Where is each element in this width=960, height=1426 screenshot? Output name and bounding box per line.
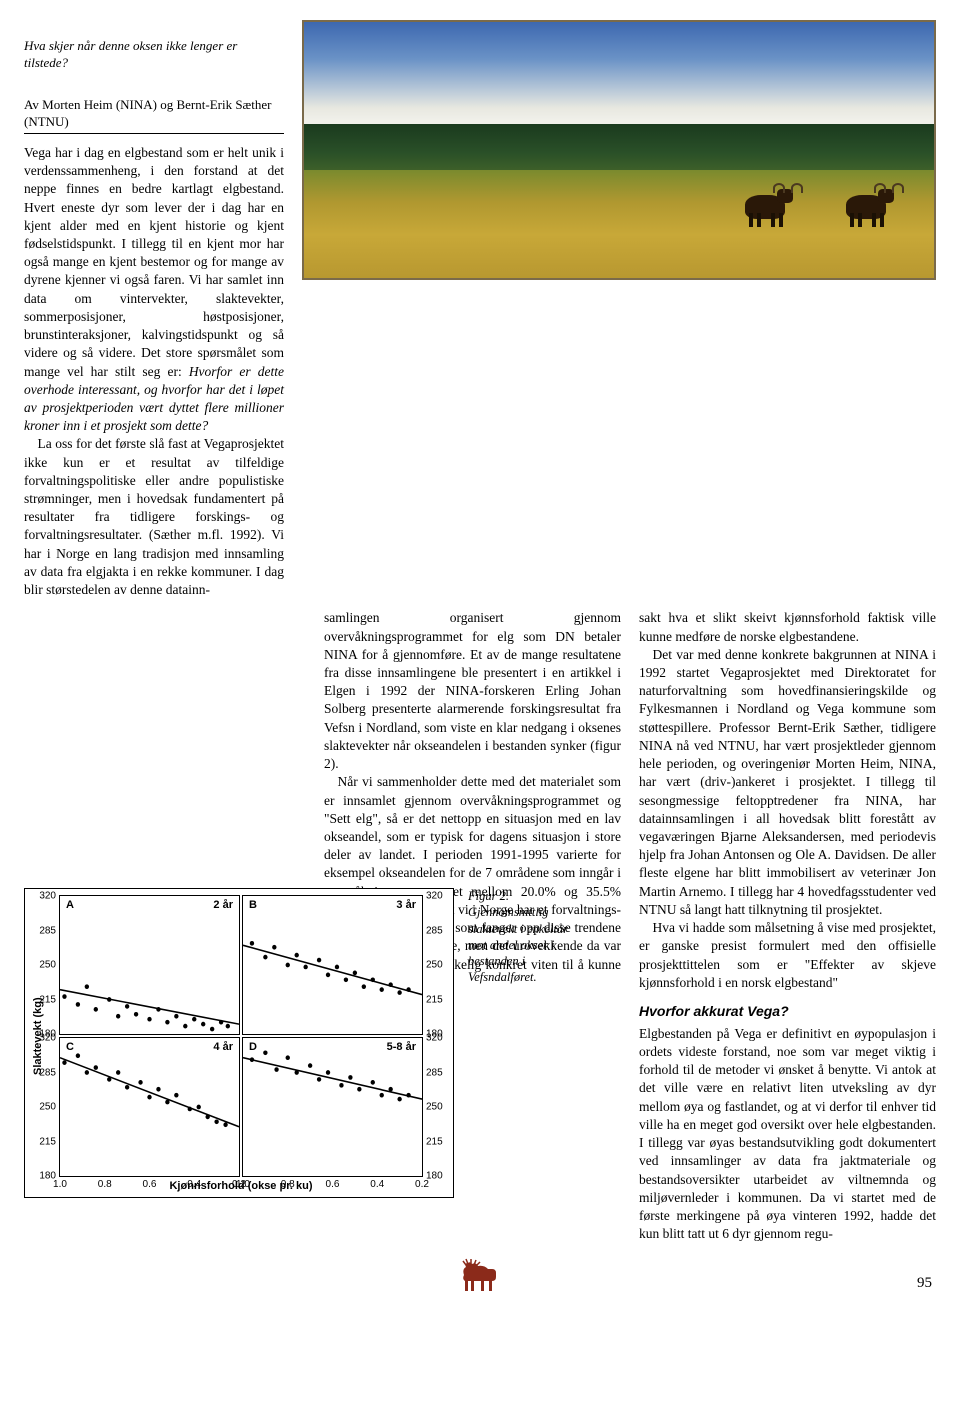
- col3-text-d: Elgbestanden på Vega er definitivt en øy…: [639, 1025, 936, 1244]
- column-1-upper: Vega har i dag en elgbestand som er helt…: [24, 144, 284, 599]
- hero-photo: [302, 20, 936, 280]
- figure-2: Slaktevekt (kg) A2 år320285250215180 B3 …: [24, 888, 454, 1198]
- moose-footer-icon: [458, 1257, 502, 1293]
- col1-text-a: Vega har i dag en elgbestand som er helt…: [24, 145, 284, 379]
- col2-text-a: samlingen organisert gjennom overvåkning…: [324, 609, 621, 773]
- authors: Av Morten Heim (NINA) og Bernt-Erik Sæth…: [24, 96, 284, 131]
- panel-c: C4 år3202852502151801.00.80.60.40.2: [59, 1037, 240, 1177]
- page-number: 95: [917, 1273, 932, 1293]
- col3-text-a: sakt hva et slikt skeivt kjønnsforhold f…: [639, 609, 936, 645]
- moose-illustration: [836, 179, 896, 227]
- panel-b: B3 år320285250215180: [242, 895, 423, 1035]
- panel-a: A2 år320285250215180: [59, 895, 240, 1035]
- author-rule: [24, 133, 284, 134]
- column-3: sakt hva et slikt skeivt kjønnsforhold f…: [639, 609, 936, 1243]
- hero-caption: Hva skjer når denne oksen ikke lenger er…: [24, 38, 284, 72]
- panel-d: D5-8 år3202852502151801.00.80.60.40.2: [242, 1037, 423, 1177]
- section-heading: Hvorfor akkurat Vega?: [639, 1002, 936, 1021]
- col3-text-b: Det var med denne konkrete bakgrunnen at…: [639, 646, 936, 919]
- col3-text-c: Hva vi hadde som målsetning å vise med p…: [639, 919, 936, 992]
- moose-illustration: [735, 179, 795, 227]
- figure-caption: Figur 2. Gjennomsnittlig slaktevekt i en…: [468, 888, 588, 986]
- col1-text-b: La oss for det første slå fast at Vegapr…: [24, 435, 284, 599]
